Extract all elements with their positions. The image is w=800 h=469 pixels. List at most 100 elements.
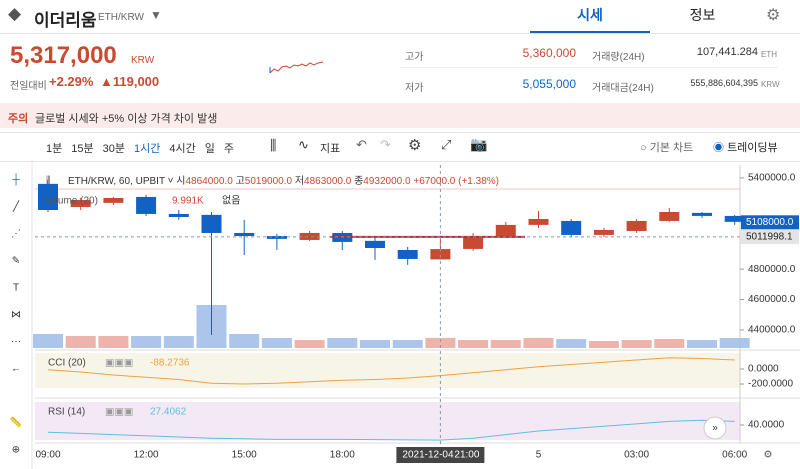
volume-bar [65, 336, 96, 348]
snapshot[interactable]: 📷 [470, 136, 488, 152]
crosshair-time: 21:00 [454, 450, 479, 461]
rsi-name: RSI (14) [48, 407, 85, 418]
interval[interactable]: 1분 [46, 143, 63, 155]
legend-value: 4864000.0 [186, 176, 234, 187]
x-tick-label: 5 [536, 450, 542, 461]
axis-settings[interactable]: ⚙ [764, 450, 773, 461]
tool[interactable]: ┼ [11, 173, 20, 187]
interval[interactable]: 일 [204, 143, 215, 155]
interval[interactable]: 30분 [102, 143, 125, 155]
scroll-button[interactable] [703, 416, 727, 440]
y-tick-label: 40.0000 [748, 420, 785, 431]
tool[interactable]: ⊕ [12, 445, 20, 456]
radio-label: 기본 차트 [649, 142, 694, 154]
stat-unit: ETH [761, 50, 777, 59]
candle-icon[interactable]: ⫼ [270, 137, 277, 153]
volume-bar [98, 336, 129, 348]
tool[interactable]: T [13, 283, 19, 294]
candle-body [234, 232, 255, 236]
legend-label: 고 [236, 176, 245, 187]
indicator-icon[interactable]: ∿ [298, 137, 309, 152]
y-tick-label: 5400000.0 [748, 173, 796, 184]
volume-bar [131, 336, 162, 348]
candle-body [397, 249, 418, 259]
radio-label: 트레이딩뷰 [727, 142, 778, 154]
change-abs: ▲119,000 [100, 74, 160, 89]
cci-name: CCI (20) [48, 358, 86, 369]
candle-body [38, 183, 58, 210]
crosshair-price-label: 5011998.1 [746, 232, 793, 243]
tool[interactable]: ← [11, 364, 21, 375]
candle-body [201, 214, 222, 233]
dropdown[interactable]: ▼ [150, 8, 162, 22]
x-tick-label: 09:00 [35, 450, 60, 461]
volume-ma: 없음 [222, 194, 240, 207]
candle-body [103, 197, 124, 203]
stat-unit: KRW [761, 80, 780, 89]
notice-bar [0, 103, 800, 128]
legend-symbol: ETH/KRW, 60, UPBIT [68, 176, 165, 187]
interval[interactable]: 1시간 [133, 143, 161, 155]
tool[interactable]: ⋈ [11, 310, 21, 321]
volume-bar [425, 338, 456, 348]
settings[interactable]: ⚙ [766, 7, 781, 24]
tool[interactable]: ╱ [12, 200, 20, 213]
tool[interactable]: ⋯ [11, 337, 21, 348]
last-price-label: 5108000.0 [746, 217, 794, 228]
candle-body [266, 235, 287, 239]
indicator[interactable]: 지표 [320, 143, 341, 155]
candle-body [430, 249, 451, 260]
intervals: 1분 15분 30분 1시간 4시간 일 주 [46, 140, 243, 156]
candle-body [136, 196, 157, 214]
volume-bar [490, 340, 521, 348]
chart-settings[interactable]: ⚙ [408, 137, 422, 154]
y-tick-label: 4800000.0 [748, 264, 796, 275]
legend-change: +67000.0 (+1.38%) [413, 176, 499, 187]
notice-tag: 주의 [8, 113, 29, 125]
last-price-badge [741, 215, 799, 230]
tab[interactable]: 정보 [689, 7, 716, 23]
candle-body [561, 220, 582, 235]
legend-icon: ⫼ [46, 176, 51, 187]
redo[interactable]: ↷ [380, 137, 391, 152]
volume-value: 9.991K [172, 196, 204, 207]
undo[interactable]: ↶ [356, 137, 367, 152]
stat-value: 555,886,604,395 [690, 78, 758, 88]
rsi-line [47, 419, 735, 441]
candle-body [528, 218, 549, 225]
stat-value: 107,441.284 [696, 46, 758, 58]
rsi-panel [35, 402, 740, 440]
stat-label: 저가 [405, 83, 424, 94]
candle-body [365, 240, 385, 249]
cci-panel [35, 353, 740, 388]
interval[interactable]: 주 [223, 143, 234, 155]
interval[interactable]: 4시간 [169, 143, 196, 155]
candle-body [168, 213, 189, 217]
candle-body [299, 232, 320, 240]
y-tick-label: 4400000.0 [748, 325, 796, 336]
volume-bar [229, 334, 260, 348]
crosshair-time-badge [396, 447, 485, 463]
eth-icon: ◆ [8, 4, 22, 23]
radio[interactable]: ◉ 트레이딩뷰 [713, 142, 778, 154]
interval[interactable]: 15분 [71, 143, 94, 155]
tool[interactable]: ⋰ [11, 229, 21, 240]
cci-line [47, 357, 735, 385]
crosshair-price-badge [741, 229, 799, 244]
legend: ETH/KRW, 60, UPBIT ˅ 시4864000.0 고5019000… [68, 175, 499, 187]
stat-value: 5,055,000 [522, 77, 576, 91]
rsi-value: 27.4062 [150, 407, 187, 418]
cci-icons: ▣▣▣ [105, 358, 133, 369]
x-tick-label: 15:00 [232, 450, 257, 461]
fullscreen[interactable]: ⤢ [441, 137, 452, 152]
tab[interactable]: 시세 [530, 0, 650, 34]
tool[interactable]: 📏 [10, 416, 22, 429]
toolbar [0, 132, 800, 162]
cci-value: -88.2736 [150, 358, 190, 369]
tool[interactable]: ✎ [12, 256, 20, 267]
volume-bar [687, 340, 717, 348]
volume-bar [163, 336, 194, 348]
y-tick-label: -200.0000 [748, 379, 793, 390]
radio[interactable]: ○ 기본 차트 [640, 142, 694, 154]
